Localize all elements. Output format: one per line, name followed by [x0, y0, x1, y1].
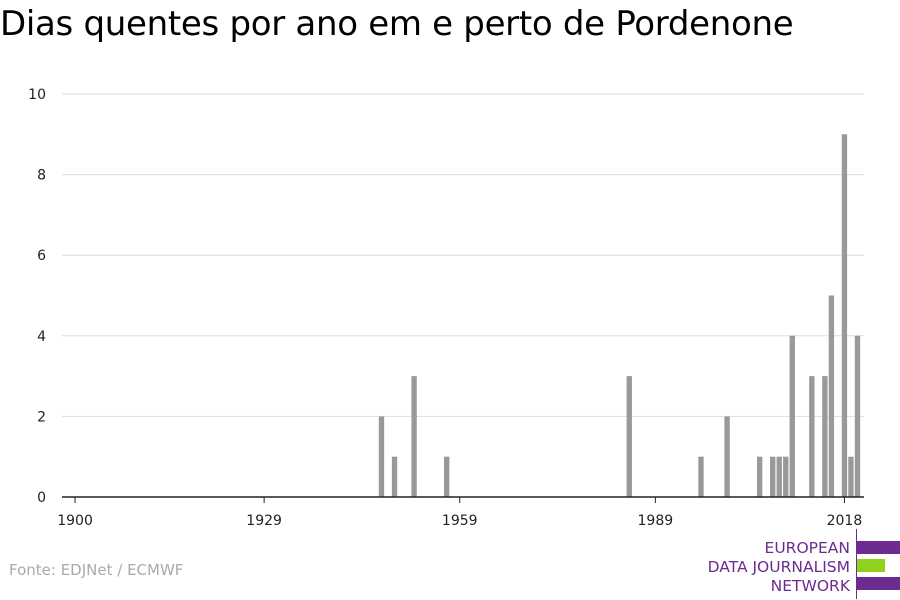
y-tick-label-10: 10 — [28, 87, 46, 103]
bar-1947 — [378, 416, 385, 497]
y-tick-label-2: 2 — [37, 409, 46, 425]
tick-labels: 0 2 4 6 8 10 1900 1929 1959 1989 2018 — [28, 87, 862, 529]
bars — [378, 134, 861, 498]
source-note: Fonte: EDJNet / ECMWF — [9, 561, 184, 579]
logo-bar-green — [857, 559, 885, 572]
x-tick-label-2018: 2018 — [827, 513, 863, 529]
bar-2013 — [809, 376, 815, 497]
x-tick-label-1989: 1989 — [638, 513, 674, 529]
axes — [62, 496, 864, 503]
logo-line-1: EUROPEAN — [764, 539, 850, 557]
bar-2007 — [770, 456, 776, 497]
bar-1952 — [411, 376, 417, 497]
bar-2010 — [789, 335, 795, 497]
y-tick-label-6: 6 — [37, 248, 46, 264]
bar-2016 — [828, 295, 835, 497]
bar-2000 — [724, 416, 730, 497]
bar-1985 — [626, 376, 632, 497]
logo-line-2: DATA JOURNALISM — [707, 558, 850, 576]
bar-2015 — [822, 376, 828, 497]
bar-2005 — [757, 456, 763, 497]
x-tick-label-1959: 1959 — [442, 513, 478, 529]
logo-bar-purple-bottom — [857, 577, 900, 590]
logo-bar-purple-top — [857, 541, 900, 554]
logo-separator — [856, 529, 857, 599]
bar-1996 — [698, 456, 704, 497]
grid-lines — [62, 93, 864, 417]
chart-title: Dias quentes por ano em e perto de Porde… — [0, 4, 794, 44]
bar-2008 — [776, 456, 782, 497]
y-tick-label-8: 8 — [37, 168, 46, 184]
x-tick-label-1900: 1900 — [57, 513, 93, 529]
x-tick-label-1929: 1929 — [246, 513, 282, 529]
edjnet-logo: EUROPEAN DATA JOURNALISM NETWORK — [700, 529, 900, 599]
y-tick-label-0: 0 — [37, 490, 46, 506]
bar-2019 — [848, 456, 854, 497]
logo-line-3: NETWORK — [770, 577, 850, 595]
y-tick-label-4: 4 — [37, 329, 46, 345]
bar-2018 — [841, 134, 848, 498]
bar-2009 — [783, 456, 789, 497]
bar-1949 — [391, 456, 398, 497]
bar-1957 — [444, 456, 450, 497]
bar-2020 — [854, 335, 861, 497]
